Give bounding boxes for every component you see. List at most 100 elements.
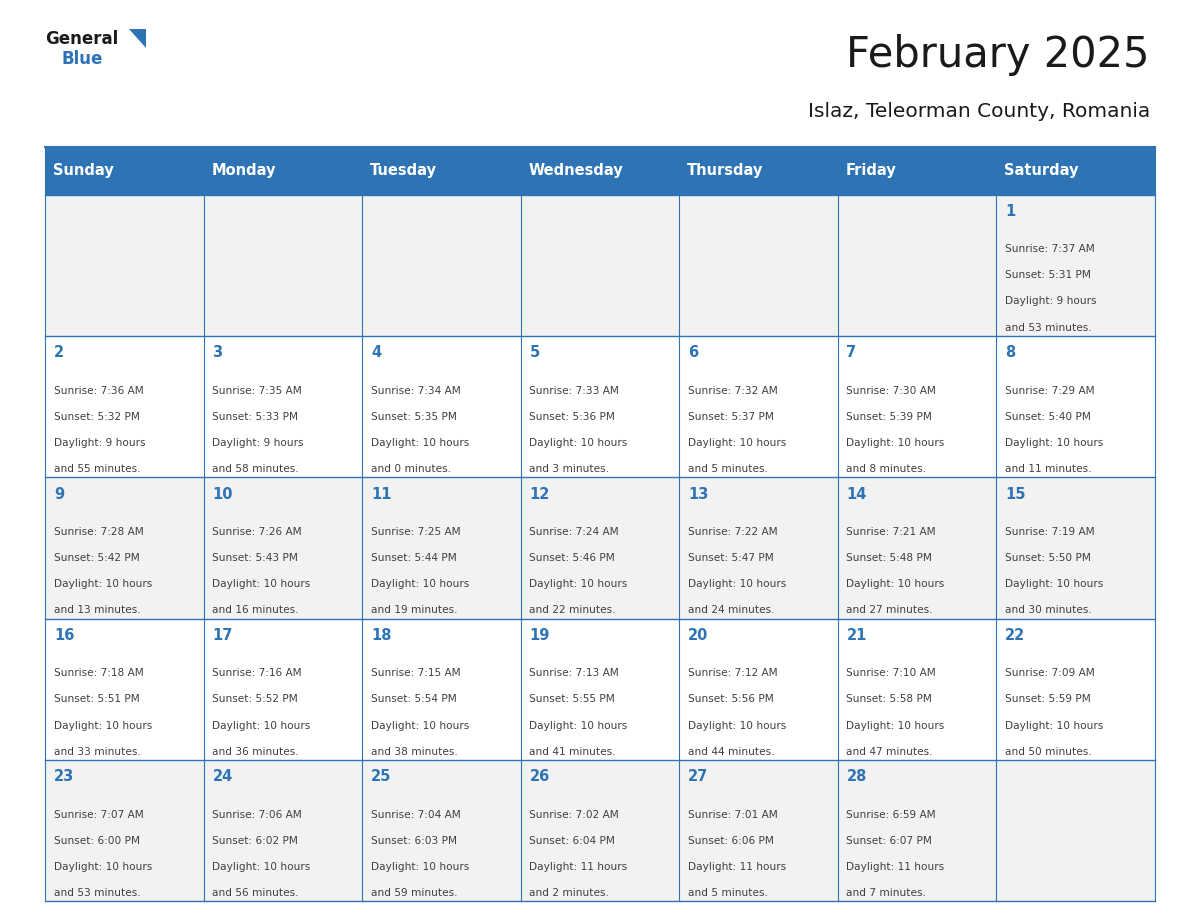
Text: Sunset: 6:03 PM: Sunset: 6:03 PM <box>371 835 457 845</box>
Text: Daylight: 10 hours: Daylight: 10 hours <box>1005 438 1104 448</box>
Text: Sunrise: 7:04 AM: Sunrise: 7:04 AM <box>371 810 461 820</box>
Text: Sunrise: 7:15 AM: Sunrise: 7:15 AM <box>371 668 461 678</box>
Bar <box>520 336 680 477</box>
Text: Sunset: 5:47 PM: Sunset: 5:47 PM <box>688 553 773 563</box>
Text: Daylight: 9 hours: Daylight: 9 hours <box>213 438 304 448</box>
Text: Sunset: 5:37 PM: Sunset: 5:37 PM <box>688 411 773 421</box>
Bar <box>203 195 362 336</box>
Text: Sunset: 5:51 PM: Sunset: 5:51 PM <box>53 694 140 704</box>
Text: Sunrise: 7:18 AM: Sunrise: 7:18 AM <box>53 668 144 678</box>
Bar <box>680 760 838 901</box>
Text: Daylight: 10 hours: Daylight: 10 hours <box>53 579 152 589</box>
Text: Sunrise: 6:59 AM: Sunrise: 6:59 AM <box>846 810 936 820</box>
Text: 22: 22 <box>1005 628 1025 643</box>
Text: Tuesday: Tuesday <box>371 163 437 178</box>
Bar <box>680 147 838 195</box>
Text: Sunset: 5:42 PM: Sunset: 5:42 PM <box>53 553 140 563</box>
Text: 13: 13 <box>688 487 708 501</box>
Text: Sunrise: 7:30 AM: Sunrise: 7:30 AM <box>846 386 936 396</box>
Text: and 27 minutes.: and 27 minutes. <box>846 605 933 615</box>
Bar <box>45 760 203 901</box>
Text: Sunset: 6:07 PM: Sunset: 6:07 PM <box>846 835 933 845</box>
Text: Sunrise: 7:13 AM: Sunrise: 7:13 AM <box>530 668 619 678</box>
Text: Sunrise: 7:33 AM: Sunrise: 7:33 AM <box>530 386 619 396</box>
Text: Daylight: 10 hours: Daylight: 10 hours <box>371 438 469 448</box>
Bar <box>203 760 362 901</box>
Text: Daylight: 11 hours: Daylight: 11 hours <box>530 862 627 872</box>
Text: Sunset: 5:56 PM: Sunset: 5:56 PM <box>688 694 773 704</box>
Text: Daylight: 10 hours: Daylight: 10 hours <box>213 862 310 872</box>
Text: Daylight: 10 hours: Daylight: 10 hours <box>53 721 152 731</box>
Text: Sunrise: 7:12 AM: Sunrise: 7:12 AM <box>688 668 777 678</box>
Bar <box>362 760 520 901</box>
Text: 26: 26 <box>530 769 550 784</box>
Text: and 53 minutes.: and 53 minutes. <box>53 888 140 898</box>
Text: and 3 minutes.: and 3 minutes. <box>530 464 609 474</box>
Text: Daylight: 9 hours: Daylight: 9 hours <box>1005 297 1097 307</box>
Polygon shape <box>129 29 146 48</box>
Bar <box>45 477 203 619</box>
Bar <box>362 195 520 336</box>
Text: Wednesday: Wednesday <box>529 163 624 178</box>
Bar <box>838 619 997 760</box>
Text: and 7 minutes.: and 7 minutes. <box>846 888 927 898</box>
Text: 23: 23 <box>53 769 74 784</box>
Text: and 11 minutes.: and 11 minutes. <box>1005 464 1092 474</box>
Text: Sunset: 5:36 PM: Sunset: 5:36 PM <box>530 411 615 421</box>
Text: Sunrise: 7:01 AM: Sunrise: 7:01 AM <box>688 810 778 820</box>
Text: 12: 12 <box>530 487 550 501</box>
Text: Sunrise: 7:36 AM: Sunrise: 7:36 AM <box>53 386 144 396</box>
Bar <box>362 147 520 195</box>
Bar <box>838 760 997 901</box>
Text: Sunrise: 7:26 AM: Sunrise: 7:26 AM <box>213 527 302 537</box>
Text: Sunset: 5:52 PM: Sunset: 5:52 PM <box>213 694 298 704</box>
Text: Daylight: 9 hours: Daylight: 9 hours <box>53 438 145 448</box>
Text: and 0 minutes.: and 0 minutes. <box>371 464 451 474</box>
Text: 27: 27 <box>688 769 708 784</box>
Text: 20: 20 <box>688 628 708 643</box>
Bar <box>362 336 520 477</box>
Text: Sunset: 5:46 PM: Sunset: 5:46 PM <box>530 553 615 563</box>
Bar <box>997 336 1155 477</box>
Text: and 53 minutes.: and 53 minutes. <box>1005 322 1092 332</box>
Text: 7: 7 <box>846 345 857 360</box>
Text: Daylight: 10 hours: Daylight: 10 hours <box>846 721 944 731</box>
Bar <box>997 619 1155 760</box>
Bar <box>520 195 680 336</box>
Bar <box>203 619 362 760</box>
Text: Daylight: 10 hours: Daylight: 10 hours <box>371 579 469 589</box>
Bar <box>362 619 520 760</box>
Text: Sunrise: 7:10 AM: Sunrise: 7:10 AM <box>846 668 936 678</box>
Text: Sunrise: 7:16 AM: Sunrise: 7:16 AM <box>213 668 302 678</box>
Text: Sunset: 6:04 PM: Sunset: 6:04 PM <box>530 835 615 845</box>
Text: Sunday: Sunday <box>53 163 114 178</box>
Text: and 59 minutes.: and 59 minutes. <box>371 888 457 898</box>
Text: Blue: Blue <box>62 50 103 68</box>
Text: and 36 minutes.: and 36 minutes. <box>213 746 299 756</box>
Text: 18: 18 <box>371 628 391 643</box>
Text: 4: 4 <box>371 345 381 360</box>
Text: Daylight: 10 hours: Daylight: 10 hours <box>213 579 310 589</box>
Text: and 38 minutes.: and 38 minutes. <box>371 746 457 756</box>
Text: Daylight: 11 hours: Daylight: 11 hours <box>688 862 786 872</box>
Text: and 41 minutes.: and 41 minutes. <box>530 746 615 756</box>
Text: 1: 1 <box>1005 204 1016 218</box>
Text: and 55 minutes.: and 55 minutes. <box>53 464 140 474</box>
Text: Daylight: 10 hours: Daylight: 10 hours <box>213 721 310 731</box>
Text: Sunset: 5:40 PM: Sunset: 5:40 PM <box>1005 411 1091 421</box>
Text: Sunrise: 7:29 AM: Sunrise: 7:29 AM <box>1005 386 1094 396</box>
Text: Sunset: 5:35 PM: Sunset: 5:35 PM <box>371 411 456 421</box>
Text: 11: 11 <box>371 487 391 501</box>
Text: General: General <box>45 29 119 48</box>
Text: 6: 6 <box>688 345 699 360</box>
Text: and 47 minutes.: and 47 minutes. <box>846 746 933 756</box>
Text: Sunset: 5:33 PM: Sunset: 5:33 PM <box>213 411 298 421</box>
Text: Sunset: 5:50 PM: Sunset: 5:50 PM <box>1005 553 1091 563</box>
Bar <box>520 147 680 195</box>
Text: and 30 minutes.: and 30 minutes. <box>1005 605 1092 615</box>
Bar <box>838 147 997 195</box>
Text: Sunset: 5:32 PM: Sunset: 5:32 PM <box>53 411 140 421</box>
Text: Sunrise: 7:06 AM: Sunrise: 7:06 AM <box>213 810 302 820</box>
Text: and 13 minutes.: and 13 minutes. <box>53 605 140 615</box>
Text: 14: 14 <box>846 487 867 501</box>
